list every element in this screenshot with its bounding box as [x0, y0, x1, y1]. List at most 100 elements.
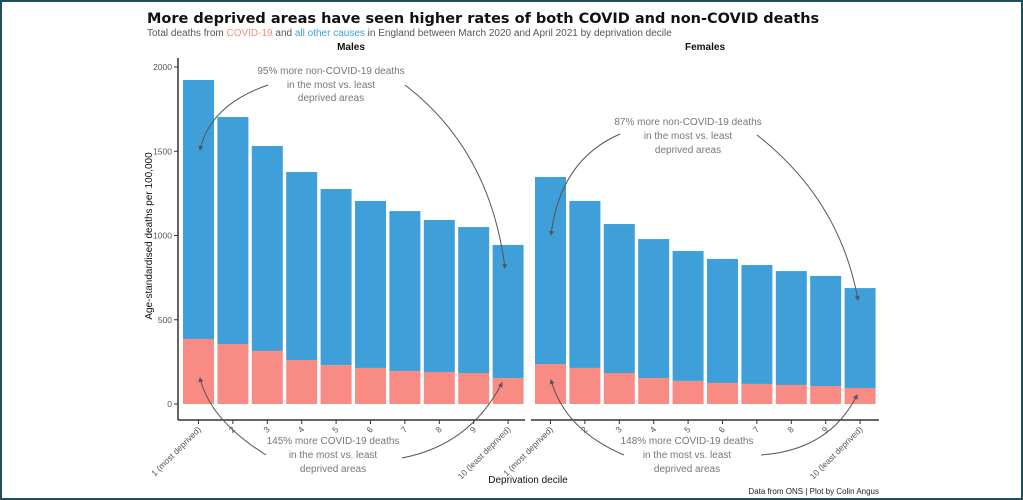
strip-label-females: Females — [685, 42, 725, 53]
bar-covid — [569, 367, 601, 404]
bar-covid — [286, 360, 318, 404]
bar-covid — [217, 344, 249, 404]
annotations: 95% more non-COVID-19 deaths in the most … — [198, 66, 860, 475]
annotation-text: 145% more COVID-19 deaths — [267, 436, 400, 447]
x-tick-label: 1 (most deprived) — [149, 424, 203, 478]
annotation-arrow — [548, 133, 621, 236]
bar-other-causes — [423, 219, 455, 372]
bar-other-causes — [458, 227, 490, 373]
subtitle-part: all other causes — [295, 28, 365, 39]
bars-males — [183, 79, 524, 404]
subtitle-part: COVID-19 — [226, 28, 273, 39]
bar-other-causes — [492, 244, 524, 379]
bar-other-causes — [355, 200, 386, 368]
bar-other-causes — [251, 146, 283, 351]
x-tick-label: 5 — [682, 424, 693, 435]
annotation-text: deprived areas — [654, 464, 720, 475]
bar-other-causes — [217, 117, 249, 345]
strip-label-males: Males — [337, 42, 365, 53]
x-tick-label: 5 — [330, 424, 341, 435]
x-tick-label: 3 — [613, 424, 624, 435]
annotation-text: 95% more non-COVID-19 deaths — [257, 66, 404, 77]
bar-other-causes — [389, 211, 421, 371]
chart-title: More deprived areas have seen higher rat… — [147, 11, 819, 27]
y-tick-label: 0 — [167, 399, 172, 409]
bar-other-causes — [569, 200, 601, 368]
annotation-text: in the most vs. least — [287, 80, 376, 91]
annotation-text: in the most vs. least — [644, 131, 733, 142]
y-tick-label: 1000 — [153, 231, 172, 241]
bar-covid — [355, 367, 386, 404]
x-tick-label: 4 — [296, 424, 307, 435]
panel-females: Females 1 (most deprived) 2 3 4 5 6 7 8 910 (lea… — [501, 42, 879, 481]
annotation-arrow — [760, 394, 858, 456]
bar-covid — [458, 372, 490, 404]
annotation-text: 148% more COVID-19 deaths — [621, 436, 754, 447]
x-tick-label: 4 — [648, 424, 659, 435]
y-axis: 0 500 1000 1500 2000 — [153, 58, 179, 420]
x-tick-label: 10 (least deprived) — [808, 424, 865, 481]
annotation-text: 87% more non-COVID-19 deaths — [614, 117, 761, 128]
annotation-arrow — [198, 84, 269, 151]
bar-covid — [423, 371, 455, 404]
bar-covid — [775, 384, 807, 404]
bar-other-causes — [775, 271, 807, 385]
bar-other-causes — [672, 251, 704, 381]
x-tick-label: 3 — [261, 424, 272, 435]
bar-other-causes — [320, 188, 352, 366]
bar-other-causes — [183, 79, 214, 339]
bar-covid — [707, 382, 738, 404]
x-axis-title: Deprivation decile — [488, 475, 568, 486]
y-tick-label: 2000 — [153, 62, 172, 72]
bar-covid — [603, 372, 635, 404]
x-tick-label: 7 — [399, 424, 410, 435]
x-tick-label: 6 — [716, 424, 727, 435]
x-tick-label: 6 — [364, 424, 375, 435]
x-tick-label: 9 — [820, 424, 831, 435]
bar-covid — [389, 370, 421, 404]
bar-other-causes — [844, 288, 876, 388]
bar-other-causes — [810, 275, 842, 386]
bar-covid — [810, 385, 842, 404]
y-tick-label: 1500 — [153, 146, 172, 156]
annotation-text: deprived areas — [655, 145, 721, 156]
annotation-text: in the most vs. least — [643, 450, 732, 461]
y-tick-label: 500 — [158, 315, 172, 325]
x-tick-label: 2 — [579, 424, 590, 435]
annotation-text: in the most vs. least — [289, 450, 378, 461]
x-tick-label: 7 — [751, 424, 762, 435]
x-tick-label: 9 — [468, 424, 479, 435]
bar-covid — [672, 380, 704, 404]
annotation-arrow — [404, 84, 507, 269]
bar-other-causes — [535, 177, 566, 365]
bars-females — [535, 177, 876, 404]
bar-covid — [320, 365, 352, 404]
bar-covid — [638, 378, 670, 404]
bar-other-causes — [603, 224, 635, 373]
x-tick-label: 8 — [785, 424, 796, 435]
subtitle-part: and — [273, 28, 295, 39]
annotation-arrow — [401, 382, 503, 459]
y-axis-title: Age-standardised deaths per 100,000 — [144, 152, 155, 320]
annotation-text: deprived areas — [300, 464, 366, 475]
bar-other-causes — [638, 239, 670, 379]
annotation-text: deprived areas — [298, 93, 364, 104]
annotation-arrow — [198, 377, 267, 456]
annotation-arrow — [756, 134, 860, 301]
bar-covid — [844, 387, 876, 404]
subtitle-part: in England between March 2020 and April … — [365, 28, 672, 39]
chart-subtitle: Total deaths from COVID-19 and all other… — [147, 28, 672, 39]
bar-other-causes — [286, 171, 318, 361]
bar-other-causes — [741, 264, 773, 384]
x-tick-label: 8 — [433, 424, 444, 435]
subtitle-part: Total deaths from — [147, 28, 226, 39]
panel-males: Males 1 (most deprived) 2 3 4 5 6 7 8 910 (least… — [149, 42, 525, 481]
bar-covid — [183, 338, 214, 404]
annotation-arrow — [549, 379, 625, 456]
bar-covid — [535, 364, 566, 404]
bar-covid — [251, 350, 283, 404]
bar-covid — [741, 383, 773, 404]
bar-other-causes — [707, 258, 738, 383]
caption: Data from ONS | Plot by Colin Angus — [748, 487, 879, 496]
